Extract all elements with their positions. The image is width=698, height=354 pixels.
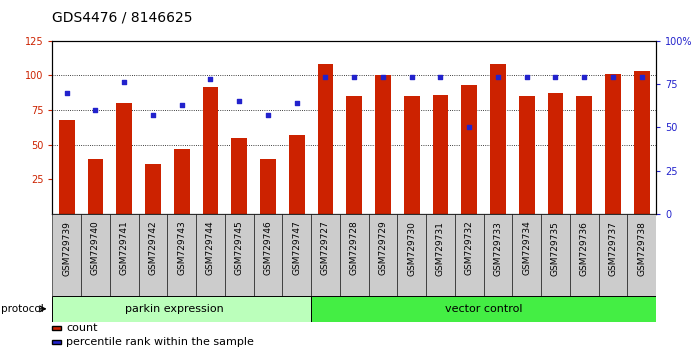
Bar — [397, 214, 426, 296]
Bar — [145, 164, 161, 214]
Text: GSM729730: GSM729730 — [407, 221, 416, 275]
Bar — [289, 135, 304, 214]
Bar — [168, 214, 196, 296]
Text: GSM729739: GSM729739 — [62, 221, 71, 275]
Text: GSM729743: GSM729743 — [177, 221, 186, 275]
Point — [550, 74, 561, 80]
Bar — [519, 96, 535, 214]
Text: GSM729740: GSM729740 — [91, 221, 100, 275]
Text: GSM729737: GSM729737 — [609, 221, 618, 275]
Text: count: count — [66, 323, 98, 333]
Bar — [346, 96, 362, 214]
Point — [291, 100, 302, 106]
Bar — [541, 214, 570, 296]
Text: parkin expression: parkin expression — [125, 304, 224, 314]
Point — [521, 74, 533, 80]
Text: GSM729733: GSM729733 — [493, 221, 503, 275]
Bar — [283, 214, 311, 296]
Point — [607, 74, 618, 80]
Bar — [548, 93, 563, 214]
Bar — [634, 71, 650, 214]
Bar — [426, 214, 455, 296]
Bar — [375, 75, 391, 214]
Bar — [253, 214, 283, 296]
Text: GSM729727: GSM729727 — [321, 221, 330, 275]
Bar — [512, 214, 541, 296]
Text: GSM729732: GSM729732 — [465, 221, 474, 275]
Bar — [490, 64, 506, 214]
Bar — [484, 214, 512, 296]
Bar — [605, 74, 621, 214]
Point — [147, 113, 158, 118]
Text: GSM729731: GSM729731 — [436, 221, 445, 275]
Bar — [628, 214, 656, 296]
Point — [579, 74, 590, 80]
Bar — [202, 86, 218, 214]
Point — [636, 74, 647, 80]
Text: percentile rank within the sample: percentile rank within the sample — [66, 337, 254, 347]
Point — [463, 125, 475, 130]
Text: GSM729741: GSM729741 — [120, 221, 128, 275]
Text: GSM729747: GSM729747 — [292, 221, 302, 275]
Text: GSM729736: GSM729736 — [580, 221, 588, 275]
Bar — [52, 296, 311, 322]
Point — [320, 74, 331, 80]
Bar — [117, 103, 132, 214]
Bar — [52, 214, 81, 296]
Bar — [318, 64, 334, 214]
Point — [119, 80, 130, 85]
Bar — [369, 214, 397, 296]
Bar — [311, 296, 656, 322]
Point — [435, 74, 446, 80]
Bar — [174, 149, 190, 214]
Text: protocol: protocol — [1, 304, 44, 314]
Bar — [81, 214, 110, 296]
Text: GSM729729: GSM729729 — [378, 221, 387, 275]
Text: GSM729734: GSM729734 — [522, 221, 531, 275]
Bar — [599, 214, 628, 296]
Point — [406, 74, 417, 80]
Point — [492, 74, 503, 80]
Bar — [404, 96, 419, 214]
Text: vector control: vector control — [445, 304, 522, 314]
Bar — [225, 214, 253, 296]
Bar — [455, 214, 484, 296]
Text: GSM729738: GSM729738 — [637, 221, 646, 275]
Bar — [311, 214, 340, 296]
Bar — [196, 214, 225, 296]
Text: GSM729746: GSM729746 — [263, 221, 272, 275]
Text: GSM729735: GSM729735 — [551, 221, 560, 275]
Point — [61, 90, 73, 96]
Bar — [461, 85, 477, 214]
Text: GSM729745: GSM729745 — [235, 221, 244, 275]
Point — [176, 102, 187, 108]
Point — [262, 113, 274, 118]
Bar — [577, 96, 592, 214]
Bar — [260, 159, 276, 214]
Point — [348, 74, 360, 80]
Point — [234, 98, 245, 104]
Bar — [139, 214, 168, 296]
Text: GSM729742: GSM729742 — [149, 221, 158, 275]
Bar — [59, 120, 75, 214]
Text: GSM729728: GSM729728 — [350, 221, 359, 275]
Point — [378, 74, 389, 80]
Text: GDS4476 / 8146625: GDS4476 / 8146625 — [52, 11, 193, 25]
Bar — [433, 95, 448, 214]
Text: GSM729744: GSM729744 — [206, 221, 215, 275]
Bar — [87, 159, 103, 214]
Point — [90, 107, 101, 113]
Point — [205, 76, 216, 82]
Bar — [570, 214, 599, 296]
Bar — [340, 214, 369, 296]
Bar — [110, 214, 139, 296]
Bar — [231, 138, 247, 214]
